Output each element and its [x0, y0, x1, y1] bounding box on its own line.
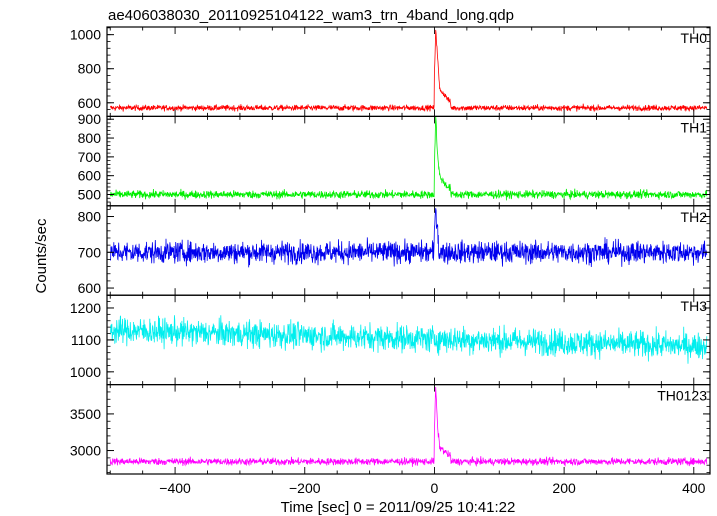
y-tick-label-th3: 1200 [70, 300, 101, 316]
panel-frame-th0123 [106, 384, 711, 475]
series-line-th3 [109, 315, 708, 364]
panels-group: TH0 600 800 1000 TH1 500 600 700 800 900 TH2 600 700… [70, 26, 711, 496]
series-line-th0 [109, 29, 708, 113]
y-tick-label-th1: 600 [78, 168, 102, 184]
x-tick-label: 400 [682, 480, 706, 496]
y-tick-label-th1: 500 [78, 187, 102, 203]
y-axis-label: Counts/sec [33, 218, 50, 294]
y-tick-label-th2: 700 [78, 244, 102, 260]
series-line-th0123 [109, 386, 708, 468]
y-tick-label-th3: 1100 [71, 332, 101, 348]
x-tick-label: −200 [289, 480, 321, 496]
y-tick-label-th1: 700 [78, 149, 102, 165]
y-tick-label-th2: 600 [78, 280, 102, 296]
panel-frame-th0 [106, 26, 711, 118]
y-tick-label-th0: 800 [78, 61, 102, 77]
y-tick-label-th0123: 3000 [70, 443, 101, 459]
y-tick-label-th0: 1000 [70, 27, 101, 43]
y-tick-label-th1: 800 [78, 130, 102, 146]
series-line-th2 [109, 208, 708, 268]
x-tick-label: 200 [552, 480, 576, 496]
panel-label-th2: TH2 [681, 209, 708, 225]
y-tick-label-th0123: 3500 [70, 406, 101, 422]
y-tick-label-th3: 1000 [70, 364, 101, 380]
x-axis-label: Time [sec] 0 = 2011/09/25 10:41:22 [281, 499, 516, 516]
panel-label-th1: TH1 [681, 119, 708, 135]
panel-label-th0: TH0 [681, 30, 708, 46]
chart-title: ae406038030_20110925104122_wam3_trn_4ban… [108, 7, 514, 24]
x-tick-label: 0 [431, 480, 439, 496]
panel-label-th3: TH3 [681, 298, 708, 314]
y-tick-label-th2: 800 [78, 209, 102, 225]
x-tick-label: −400 [159, 480, 191, 496]
y-tick-label-th1: 900 [78, 111, 102, 127]
panel-label-th0123: TH0123 [657, 388, 707, 404]
y-tick-label-th0: 600 [78, 95, 102, 111]
series-line-th1 [109, 116, 708, 201]
